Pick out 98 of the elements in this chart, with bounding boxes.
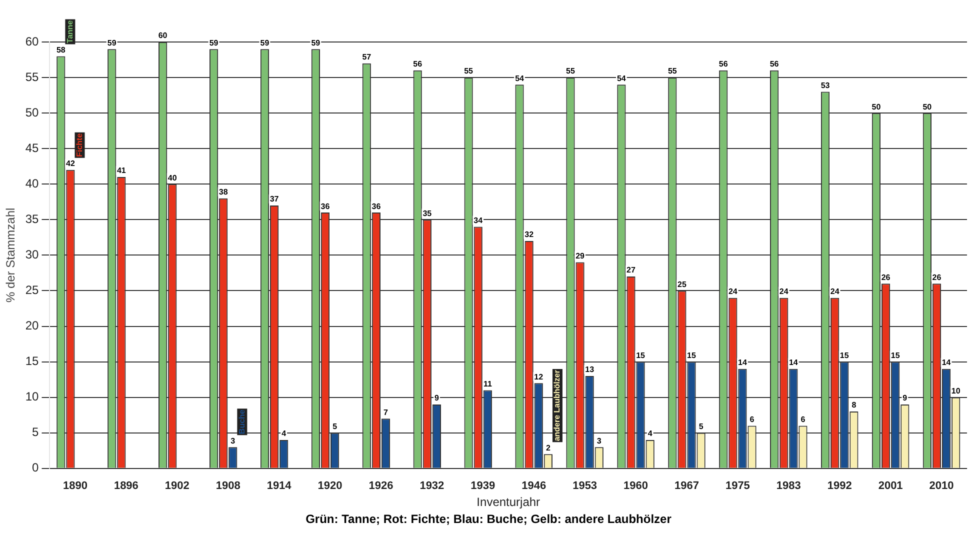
- text: Tanne: [65, 20, 74, 44]
- data-label: 3: [230, 436, 236, 446]
- data-label: 15: [687, 351, 696, 360]
- data-label: 24: [728, 287, 738, 296]
- y-tick-label: 5: [32, 425, 40, 440]
- x-tick-label: 1983: [776, 480, 801, 492]
- x-tick-label: 1946: [522, 480, 546, 492]
- x-tick-label: 1975: [725, 480, 750, 492]
- y-tick-label: 15: [25, 354, 40, 368]
- data-label: 25: [678, 280, 687, 289]
- x-tick-label: 1926: [368, 480, 394, 492]
- y-tick-label: 55: [25, 70, 40, 84]
- data-label: 13: [585, 365, 595, 374]
- y-tick-label: 45: [25, 140, 40, 155]
- y-tick-label: 20: [25, 318, 40, 333]
- x-tick-label: 1890: [62, 480, 88, 492]
- x-tick-label: 1953: [572, 480, 598, 492]
- y-tick-label: 50: [25, 105, 40, 120]
- data-label: 34: [474, 216, 484, 225]
- x-tick-label: 1896: [114, 480, 138, 492]
- data-label: 50: [872, 102, 882, 112]
- data-label: 56: [770, 60, 780, 69]
- data-label: 53: [820, 80, 830, 90]
- data-label: 56: [718, 60, 728, 69]
- data-label: 14: [788, 358, 798, 368]
- data-label: 29: [576, 252, 586, 261]
- data-label: 59: [107, 38, 117, 48]
- data-label: 38: [218, 188, 228, 197]
- data-label: 7: [384, 408, 389, 417]
- data-label: 57: [362, 52, 372, 62]
- data-label: 15: [890, 351, 900, 360]
- data-label: 59: [311, 38, 321, 48]
- data-label: 15: [840, 351, 850, 360]
- data-label: 10: [951, 386, 961, 396]
- data-label: 24: [779, 287, 789, 296]
- data-label: 60: [158, 31, 168, 40]
- y-tick-label: 30: [25, 248, 40, 262]
- x-tick-label: 1992: [827, 480, 852, 492]
- y-tick-label: 10: [25, 390, 40, 404]
- data-label: 4: [648, 429, 653, 438]
- data-label: 41: [116, 166, 126, 176]
- data-label: 54: [515, 74, 525, 83]
- data-label: 15: [636, 351, 646, 360]
- text: Buche: [237, 409, 246, 434]
- x-axis-title: Inventurjahr: [476, 495, 540, 510]
- y-axis-title: % der Stammzahl: [4, 208, 18, 303]
- data-label: 56: [413, 60, 423, 69]
- data-label: 55: [464, 66, 474, 76]
- text: Fichte: [74, 132, 84, 157]
- text: andere Laubhölzer: [552, 370, 562, 442]
- x-tick-label: 1932: [420, 480, 444, 492]
- x-tick-label: 1908: [216, 480, 240, 492]
- data-label: 5: [332, 422, 338, 432]
- x-tick-label: 2010: [929, 480, 954, 492]
- data-label: 40: [168, 173, 178, 182]
- data-label: 6: [800, 414, 806, 424]
- x-tick-label: 1902: [164, 480, 190, 492]
- data-label: 55: [566, 66, 576, 76]
- x-tick-label: 1960: [624, 480, 648, 492]
- data-label: 3: [596, 436, 602, 446]
- y-tick-label: 60: [25, 34, 40, 48]
- text: Grün: Tanne; Rot: Fichte; Blau: Buche; Gelb: andere Laubhölzer: [304, 512, 672, 526]
- data-label: 6: [750, 414, 755, 424]
- data-label: 27: [626, 266, 636, 275]
- data-label: 26: [881, 272, 891, 282]
- data-label: 32: [524, 230, 534, 240]
- x-tick-label: 1967: [674, 480, 699, 492]
- data-label: 59: [209, 38, 219, 48]
- data-label: 42: [66, 159, 76, 168]
- x-tick-label: 1920: [318, 480, 342, 492]
- data-label: 14: [738, 358, 748, 368]
- data-label: 9: [902, 394, 908, 403]
- data-label: 5: [698, 422, 704, 432]
- data-label: 54: [616, 74, 626, 83]
- data-label: 35: [422, 208, 432, 218]
- data-label: 26: [932, 272, 942, 282]
- data-label: 11: [483, 379, 492, 388]
- data-label: 2: [546, 443, 551, 452]
- data-label: 55: [668, 66, 678, 76]
- data-label: 8: [852, 400, 857, 410]
- y-tick-label: 25: [25, 283, 40, 298]
- data-label: 14: [942, 358, 952, 368]
- y-tick-label: 35: [25, 212, 40, 226]
- data-label: 36: [320, 202, 330, 211]
- data-label: 24: [830, 287, 840, 296]
- x-tick-label: 1939: [470, 480, 496, 492]
- y-tick-label: 0: [32, 460, 40, 475]
- data-label: 4: [282, 429, 287, 438]
- data-label: 9: [434, 394, 440, 403]
- x-tick-label: 2001: [878, 480, 903, 492]
- data-label: 37: [270, 194, 280, 204]
- data-label: 58: [56, 45, 66, 54]
- data-label: 59: [260, 38, 270, 48]
- y-tick-label: 40: [25, 176, 40, 190]
- data-label: 50: [922, 102, 932, 112]
- data-label: 12: [534, 372, 544, 382]
- x-tick-label: 1914: [266, 480, 292, 492]
- data-label: 36: [372, 202, 382, 211]
